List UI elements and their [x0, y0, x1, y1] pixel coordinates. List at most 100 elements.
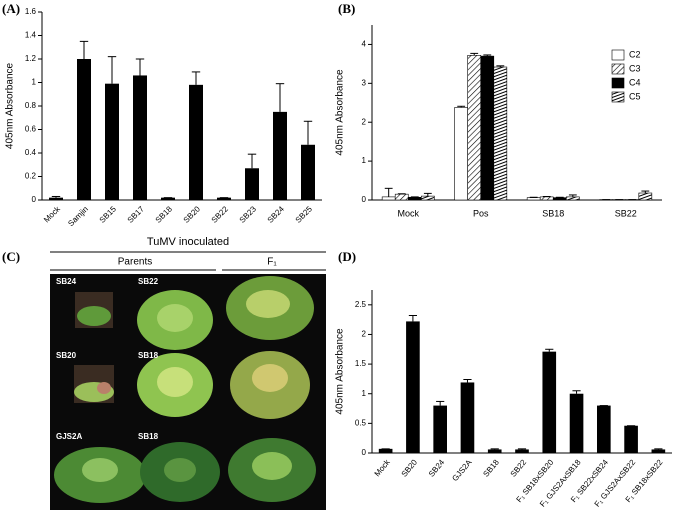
plant-label: SB24 [56, 277, 77, 286]
x-tick-label: GJS2A [450, 457, 474, 483]
y-tick-label: 0.8 [25, 101, 37, 110]
y-tick-label: 0 [362, 195, 367, 204]
panel-label: (B) [338, 1, 355, 16]
bar [461, 382, 475, 453]
bar [570, 394, 584, 453]
panel-label: (D) [338, 249, 356, 264]
y-axis-label: 405nm Absorbance [335, 328, 346, 415]
x-tick-label: SB22 [509, 457, 529, 478]
bar [245, 168, 259, 200]
bar [566, 197, 579, 200]
bar [515, 449, 529, 453]
bar [382, 197, 395, 200]
legend-swatch [612, 64, 624, 74]
y-axis-label: 405nm Absorbance [335, 69, 346, 156]
panel-label: (C) [2, 249, 20, 264]
y-tick-label: 0.4 [25, 148, 37, 157]
y-tick-label: 1.6 [25, 7, 37, 16]
legend-label: C2 [629, 49, 641, 59]
legend-swatch [612, 78, 624, 88]
bar [49, 198, 63, 200]
x-tick-label: SB18 [481, 457, 501, 478]
plant-label: SB22 [138, 277, 159, 286]
y-tick-label: 1.5 [355, 359, 367, 368]
legend-swatch [612, 92, 624, 102]
bar [540, 197, 553, 200]
x-tick-label: SB22 [615, 208, 637, 218]
x-tick-label: SB24 [427, 457, 447, 478]
bar [301, 145, 315, 200]
x-tick-label: SB24 [266, 204, 287, 225]
y-tick-label: 1.2 [25, 54, 37, 63]
plant-label: SB20 [56, 351, 77, 360]
bar [421, 196, 434, 200]
x-tick-label: SB20 [182, 204, 203, 225]
x-tick-label: Samjin [66, 205, 90, 229]
x-tick-label: SB18 [154, 204, 175, 225]
bar [527, 198, 540, 200]
bar [468, 55, 481, 200]
x-tick-label: Mock [42, 204, 63, 225]
y-tick-label: 2 [362, 330, 367, 339]
y-tick-label: 4 [362, 40, 367, 49]
bar [639, 193, 652, 200]
x-tick-label: SB15 [98, 204, 119, 225]
bar [455, 107, 468, 200]
x-tick-label: SB17 [126, 204, 147, 225]
plant-label: SB18 [138, 432, 159, 441]
y-axis-label: 405nm Absorbance [5, 62, 16, 149]
bar [406, 321, 420, 453]
bar [433, 406, 447, 453]
panel-label: (A) [2, 1, 20, 16]
photo-title: TuMV inoculated [147, 236, 229, 248]
bar [379, 449, 393, 453]
bar [133, 75, 147, 200]
x-tick-label: SB22 [210, 204, 231, 225]
plant-label: SB18 [138, 351, 159, 360]
y-tick-label: 1.4 [25, 31, 37, 40]
bar [189, 85, 203, 200]
y-tick-label: 1 [362, 156, 367, 165]
x-tick-label: SB18 [542, 208, 564, 218]
bar [481, 56, 494, 200]
x-tick-label: Pos [473, 208, 489, 218]
y-tick-label: 3 [362, 78, 367, 87]
x-tick-label: SB25 [294, 204, 315, 225]
y-tick-label: 0 [362, 448, 367, 457]
x-tick-label: Mock [373, 457, 393, 478]
x-tick-label: SB20 [400, 457, 420, 478]
y-tick-label: 2 [362, 117, 367, 126]
legend-label: C5 [629, 91, 641, 101]
bar [273, 112, 287, 200]
y-tick-label: 1 [362, 389, 367, 398]
bar [408, 197, 421, 200]
bar [488, 449, 502, 453]
bar [624, 426, 638, 453]
y-tick-label: 2.5 [355, 300, 367, 309]
bar [597, 406, 611, 453]
bar [553, 198, 566, 200]
y-tick-label: 0.2 [25, 172, 37, 181]
bar [494, 67, 507, 200]
x-tick-label: SB23 [238, 204, 259, 225]
bar [105, 84, 119, 200]
legend-swatch [612, 50, 624, 60]
x-tick-label: Mock [397, 208, 419, 218]
legend-label: C3 [629, 63, 641, 73]
y-tick-label: 0.6 [25, 125, 37, 134]
y-tick-label: 1 [32, 78, 37, 87]
bar [652, 449, 666, 453]
photo-header: Parents [118, 257, 152, 268]
photo-panel: (C) TuMV inoculated Parents F₁ SB24 SB22… [2, 236, 326, 510]
y-tick-label: 0 [32, 195, 37, 204]
legend-label: C4 [629, 77, 641, 87]
plant-label: GJS2A [56, 432, 82, 441]
bar [395, 194, 408, 200]
plants [54, 276, 316, 503]
y-tick-label: 0.5 [355, 418, 367, 427]
bar [77, 59, 91, 200]
photo-header: F₁ [267, 257, 277, 268]
bar [542, 352, 556, 453]
